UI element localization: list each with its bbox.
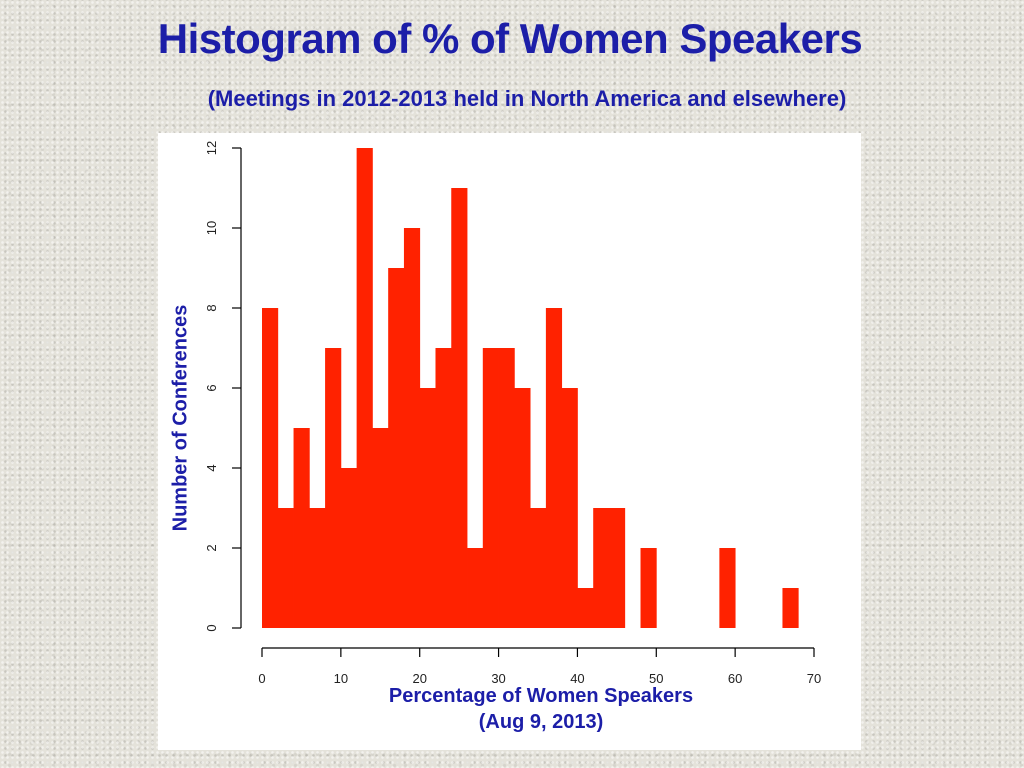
y-tick-label: 2 bbox=[204, 544, 219, 551]
x-tick-label: 70 bbox=[807, 671, 821, 686]
histogram-bar bbox=[782, 588, 799, 628]
y-tick-label: 0 bbox=[204, 624, 219, 631]
histogram-bar bbox=[577, 588, 594, 628]
histogram-bar bbox=[514, 388, 531, 628]
y-tick-label: 6 bbox=[204, 384, 219, 391]
histogram-bar bbox=[530, 508, 547, 628]
slide-subtitle: (Meetings in 2012-2013 held in North Ame… bbox=[207, 86, 847, 111]
histogram-bar bbox=[356, 148, 373, 628]
x-axis-date-note: (Aug 9, 2013) bbox=[478, 711, 604, 733]
y-tick-label: 12 bbox=[204, 141, 219, 155]
x-axis: 0 10 20 30 40 50 60 70 bbox=[258, 647, 821, 686]
histogram-bar bbox=[293, 428, 310, 628]
x-tick-label: 10 bbox=[334, 671, 348, 686]
y-tick-label: 10 bbox=[204, 221, 219, 235]
histogram-bar bbox=[309, 508, 326, 628]
histogram-bar bbox=[719, 548, 736, 628]
x-axis-title-block: Percentage of Women Speakers (Aug 9, 201… bbox=[0, 683, 1024, 735]
x-tick-label: 40 bbox=[570, 671, 584, 686]
histogram-bar bbox=[419, 388, 436, 628]
histogram-bar bbox=[388, 268, 405, 628]
histogram-bar bbox=[403, 228, 421, 628]
y-tick-label: 4 bbox=[204, 464, 219, 471]
histogram-bar bbox=[451, 188, 468, 628]
histogram-bar bbox=[608, 508, 626, 628]
histogram-bar bbox=[561, 388, 578, 628]
histogram-bar bbox=[325, 348, 342, 628]
y-axis: 0 2 4 6 8 10 12 bbox=[204, 141, 242, 632]
histogram-bar bbox=[467, 548, 484, 628]
bars-layer bbox=[262, 148, 799, 628]
y-axis-title: Number of Conferences bbox=[169, 304, 192, 532]
x-tick-label: 0 bbox=[258, 671, 265, 686]
x-tick-label: 50 bbox=[649, 671, 663, 686]
histogram-bar bbox=[498, 348, 515, 628]
x-tick-label: 20 bbox=[412, 671, 426, 686]
histogram-bar bbox=[482, 348, 499, 628]
histogram-bar bbox=[435, 348, 452, 628]
histogram-bar bbox=[545, 308, 563, 628]
histogram-bar bbox=[593, 508, 610, 628]
slide-title: Histogram of % of Women Speakers bbox=[157, 15, 863, 62]
histogram-bar bbox=[372, 428, 389, 628]
histogram-bar bbox=[340, 468, 358, 628]
y-tick-label: 8 bbox=[204, 304, 219, 311]
histogram-bar bbox=[640, 548, 657, 628]
histogram-bar bbox=[277, 508, 294, 628]
x-axis-title: Percentage of Women Speakers bbox=[388, 685, 694, 707]
x-tick-label: 30 bbox=[491, 671, 505, 686]
histogram-bar bbox=[262, 308, 279, 628]
x-tick-label: 60 bbox=[728, 671, 742, 686]
